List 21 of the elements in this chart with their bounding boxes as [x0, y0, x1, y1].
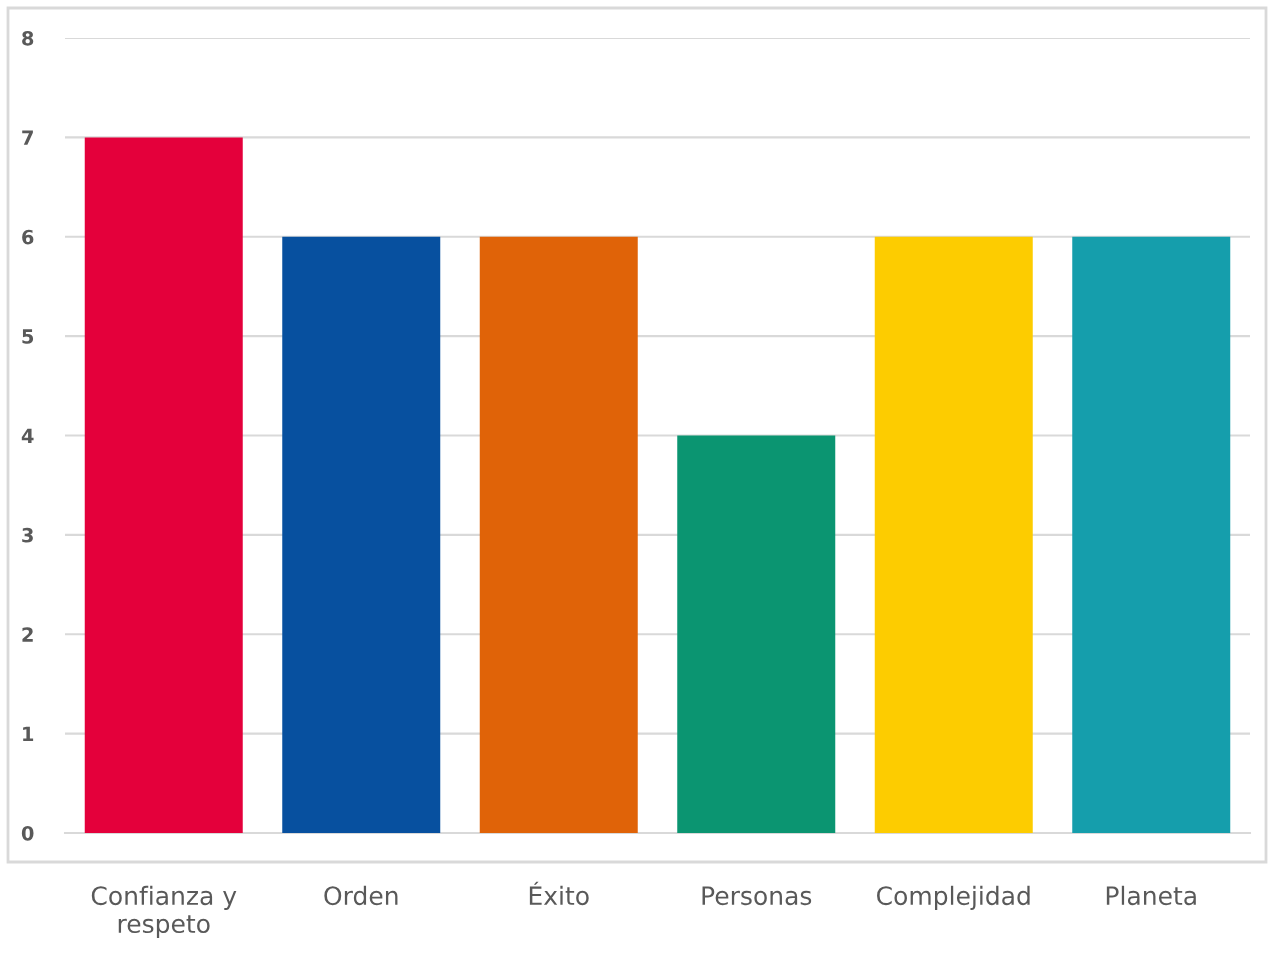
y-tick-label: 4 [21, 428, 34, 443]
y-tick-label: 1 [23, 726, 34, 742]
x-tick-label: Personas [702, 886, 812, 906]
bar [282, 236, 441, 833]
y-tick-label: 6 [22, 229, 34, 245]
y-tick-label: 3 [22, 527, 33, 543]
bar [677, 435, 836, 833]
y-tick-label: 2 [22, 627, 33, 642]
y-tick-label: 5 [22, 329, 34, 344]
x-tick-label: Éxito [529, 881, 589, 906]
bar [84, 137, 243, 833]
x-tick-label: Complejidad [877, 885, 1030, 910]
y-tick-label: 7 [22, 130, 33, 145]
y-tick-label: 0 [21, 825, 34, 841]
y-tick-label: 8 [22, 30, 34, 46]
x-tick-label: Orden [324, 885, 398, 906]
bar [1072, 236, 1231, 833]
bar [479, 236, 638, 833]
bar [874, 236, 1033, 833]
x-tick-label: Planeta [1106, 885, 1196, 906]
x-tick-label: Confianza y respeto [91, 885, 237, 938]
